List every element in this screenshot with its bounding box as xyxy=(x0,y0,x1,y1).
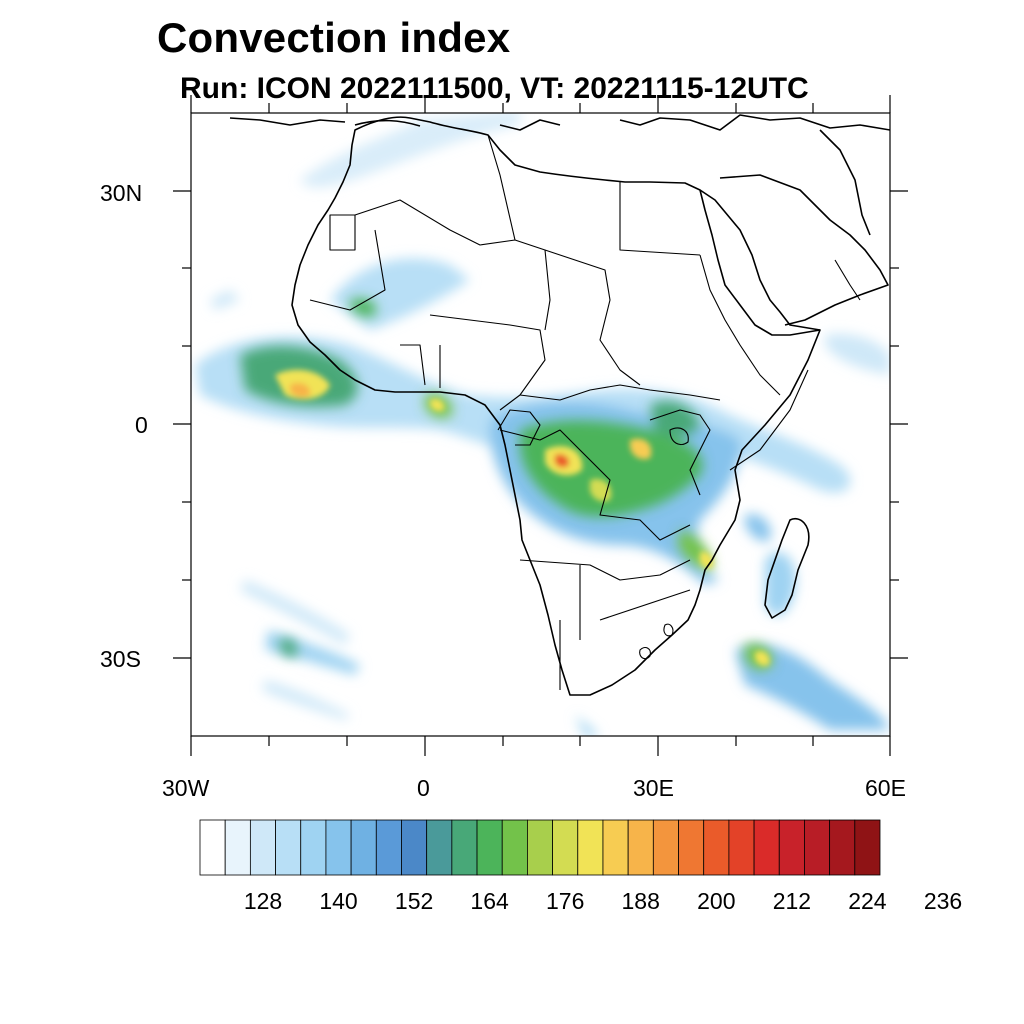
colorbar-swatch xyxy=(652,819,679,876)
madagascar xyxy=(764,518,810,619)
convection-low-values xyxy=(195,113,890,736)
colorbar-swatch xyxy=(602,819,629,876)
colorbar-swatch xyxy=(728,819,755,876)
colorbar-swatch xyxy=(275,819,302,876)
persian-gulf xyxy=(819,129,871,236)
lon-label-30w: 30W xyxy=(162,775,210,801)
colorbar-swatch xyxy=(451,819,478,876)
colorbar-tick-label: 188 xyxy=(621,888,660,914)
colorbar xyxy=(199,819,881,876)
colorbar-swatch xyxy=(375,819,402,876)
colorbar-swatch xyxy=(527,819,553,876)
colorbar-swatch xyxy=(703,819,730,876)
colorbar-tick-label: 224 xyxy=(848,888,887,914)
axis-ticks xyxy=(173,95,908,756)
colorbar-swatch xyxy=(678,819,705,876)
lat-label-30s: 30S xyxy=(100,646,141,672)
convection-high-values xyxy=(275,369,770,666)
africa-coastline xyxy=(291,116,821,696)
colorbar-tick-label: 140 xyxy=(319,888,358,914)
colorbar-swatch xyxy=(627,819,654,876)
colorbar-tick-label: 176 xyxy=(546,888,585,914)
colorbar-tick-label: 212 xyxy=(772,888,812,914)
colorbar-swatch xyxy=(350,819,377,876)
convection-field xyxy=(195,113,890,736)
country-borders xyxy=(309,134,861,690)
colorbar-swatch xyxy=(552,819,579,876)
colorbar-swatch xyxy=(829,819,856,876)
colorbar-swatch xyxy=(199,819,226,876)
lat-label-0: 0 xyxy=(135,412,148,438)
arabian-peninsula xyxy=(719,174,889,326)
map-subtitle: Run: ICON 2022111500, VT: 20221115-12UTC xyxy=(180,72,809,105)
colorbar-swatch xyxy=(854,819,881,876)
colorbar-swatch xyxy=(501,819,528,876)
colorbar-tick-label: 164 xyxy=(470,888,509,914)
colorbar-swatch xyxy=(401,819,428,876)
iberia-coast xyxy=(229,117,346,126)
colorbar-swatch xyxy=(300,819,327,876)
colorbar-swatch xyxy=(476,819,503,876)
colorbar-swatch xyxy=(778,819,805,876)
red-sea xyxy=(699,189,821,331)
colorbar-tick-label: 200 xyxy=(697,888,736,914)
colorbar-tick-label: 152 xyxy=(394,888,434,914)
colorbar-tick-label: 236 xyxy=(923,888,963,914)
lat-label-30n: 30N xyxy=(100,180,143,206)
colorbar-swatch xyxy=(753,819,780,876)
lon-label-30e: 30E xyxy=(633,775,674,801)
colorbar-swatch xyxy=(325,819,352,876)
colorbar-swatch xyxy=(224,819,251,876)
map-title: Convection index xyxy=(157,14,511,61)
colorbar-swatch xyxy=(426,819,453,876)
lon-label-60e: 60E xyxy=(865,775,906,801)
colorbar-swatch xyxy=(804,819,831,876)
lon-label-0: 0 xyxy=(417,775,430,801)
coastlines xyxy=(229,114,890,696)
colorbar-swatch xyxy=(577,819,604,876)
europe-coast xyxy=(354,114,890,131)
colorbar-swatch xyxy=(249,819,276,876)
colorbar-tick-label: 128 xyxy=(243,888,283,914)
